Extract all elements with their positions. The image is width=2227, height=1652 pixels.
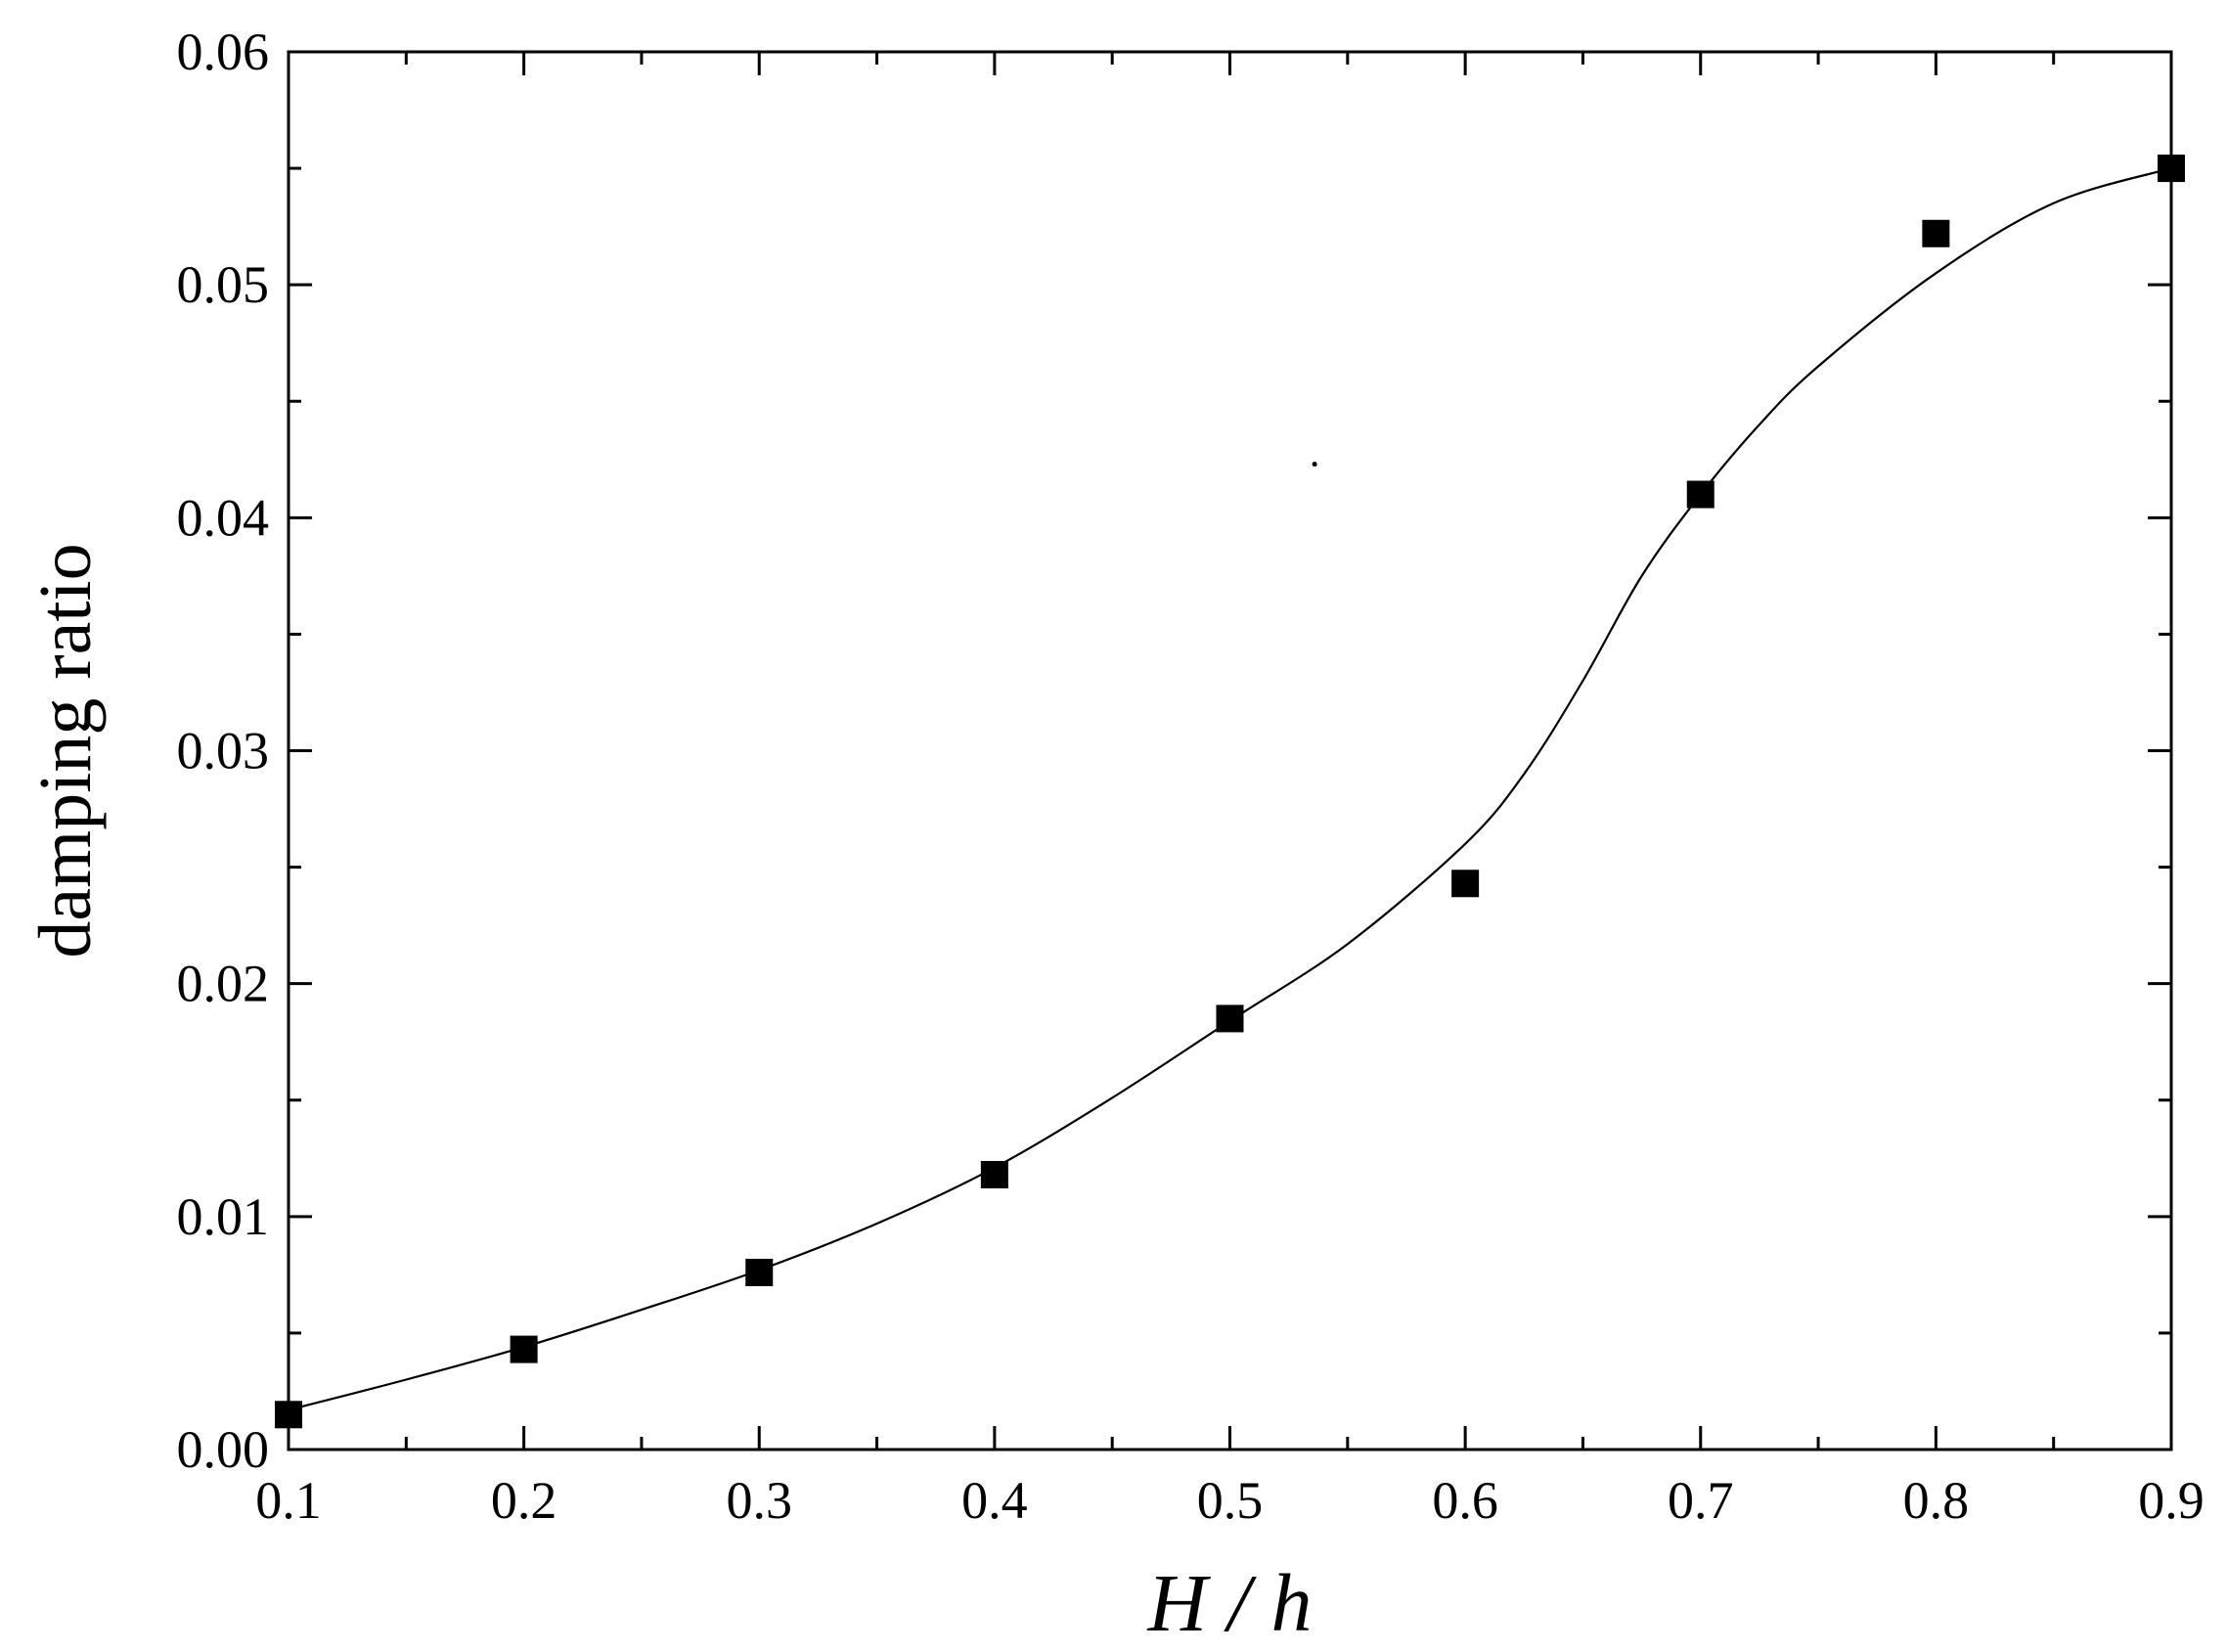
x-tick-label: 0.9 bbox=[2138, 1471, 2205, 1530]
x-tick-label: 0.3 bbox=[727, 1471, 793, 1530]
x-tick-label: 0.1 bbox=[255, 1471, 322, 1530]
x-tick-label: 0.5 bbox=[1197, 1471, 1264, 1530]
x-tick-label: 0.4 bbox=[961, 1471, 1028, 1530]
x-tick-label: 0.6 bbox=[1432, 1471, 1498, 1530]
x-axis-title: H / h bbox=[1147, 1558, 1313, 1649]
data-point bbox=[1451, 870, 1480, 898]
x-tick-label: 0.8 bbox=[1903, 1471, 1970, 1530]
data-point bbox=[1922, 219, 1950, 247]
fit-curve-layer bbox=[288, 167, 2172, 1411]
y-tick-label: 0.06 bbox=[177, 22, 270, 81]
data-point bbox=[275, 1401, 302, 1429]
fit-curve bbox=[288, 167, 2172, 1411]
y-tick-label: 0.04 bbox=[177, 488, 270, 547]
y-tick-label: 0.00 bbox=[177, 1420, 270, 1479]
data-point bbox=[980, 1160, 1008, 1188]
data-points-layer bbox=[275, 155, 2185, 1429]
y-tick-label: 0.03 bbox=[177, 722, 270, 781]
data-point bbox=[1686, 480, 1715, 509]
y-axis-title: damping ratio bbox=[24, 543, 107, 958]
plot-frame-layer bbox=[287, 50, 2173, 1451]
y-tick-label: 0.02 bbox=[177, 955, 270, 1013]
data-point bbox=[745, 1258, 774, 1286]
x-tick-label: 0.7 bbox=[1668, 1471, 1734, 1530]
plot-area-border bbox=[287, 50, 2173, 1451]
x-tick-label: 0.2 bbox=[491, 1471, 557, 1530]
stray-dot bbox=[1312, 462, 1317, 468]
data-point bbox=[2158, 155, 2185, 183]
y-tick-label: 0.01 bbox=[177, 1187, 270, 1246]
data-point bbox=[1216, 1005, 1244, 1033]
y-tick-label: 0.05 bbox=[177, 255, 270, 314]
data-point bbox=[510, 1335, 538, 1363]
ticks-layer bbox=[287, 50, 2173, 1451]
labels-layer: 0.1 0.2 0.3 0.4 0.5 0.6 0.7 0.8 0.9 0.00 0.01 0.02 0… bbox=[177, 22, 2205, 1530]
